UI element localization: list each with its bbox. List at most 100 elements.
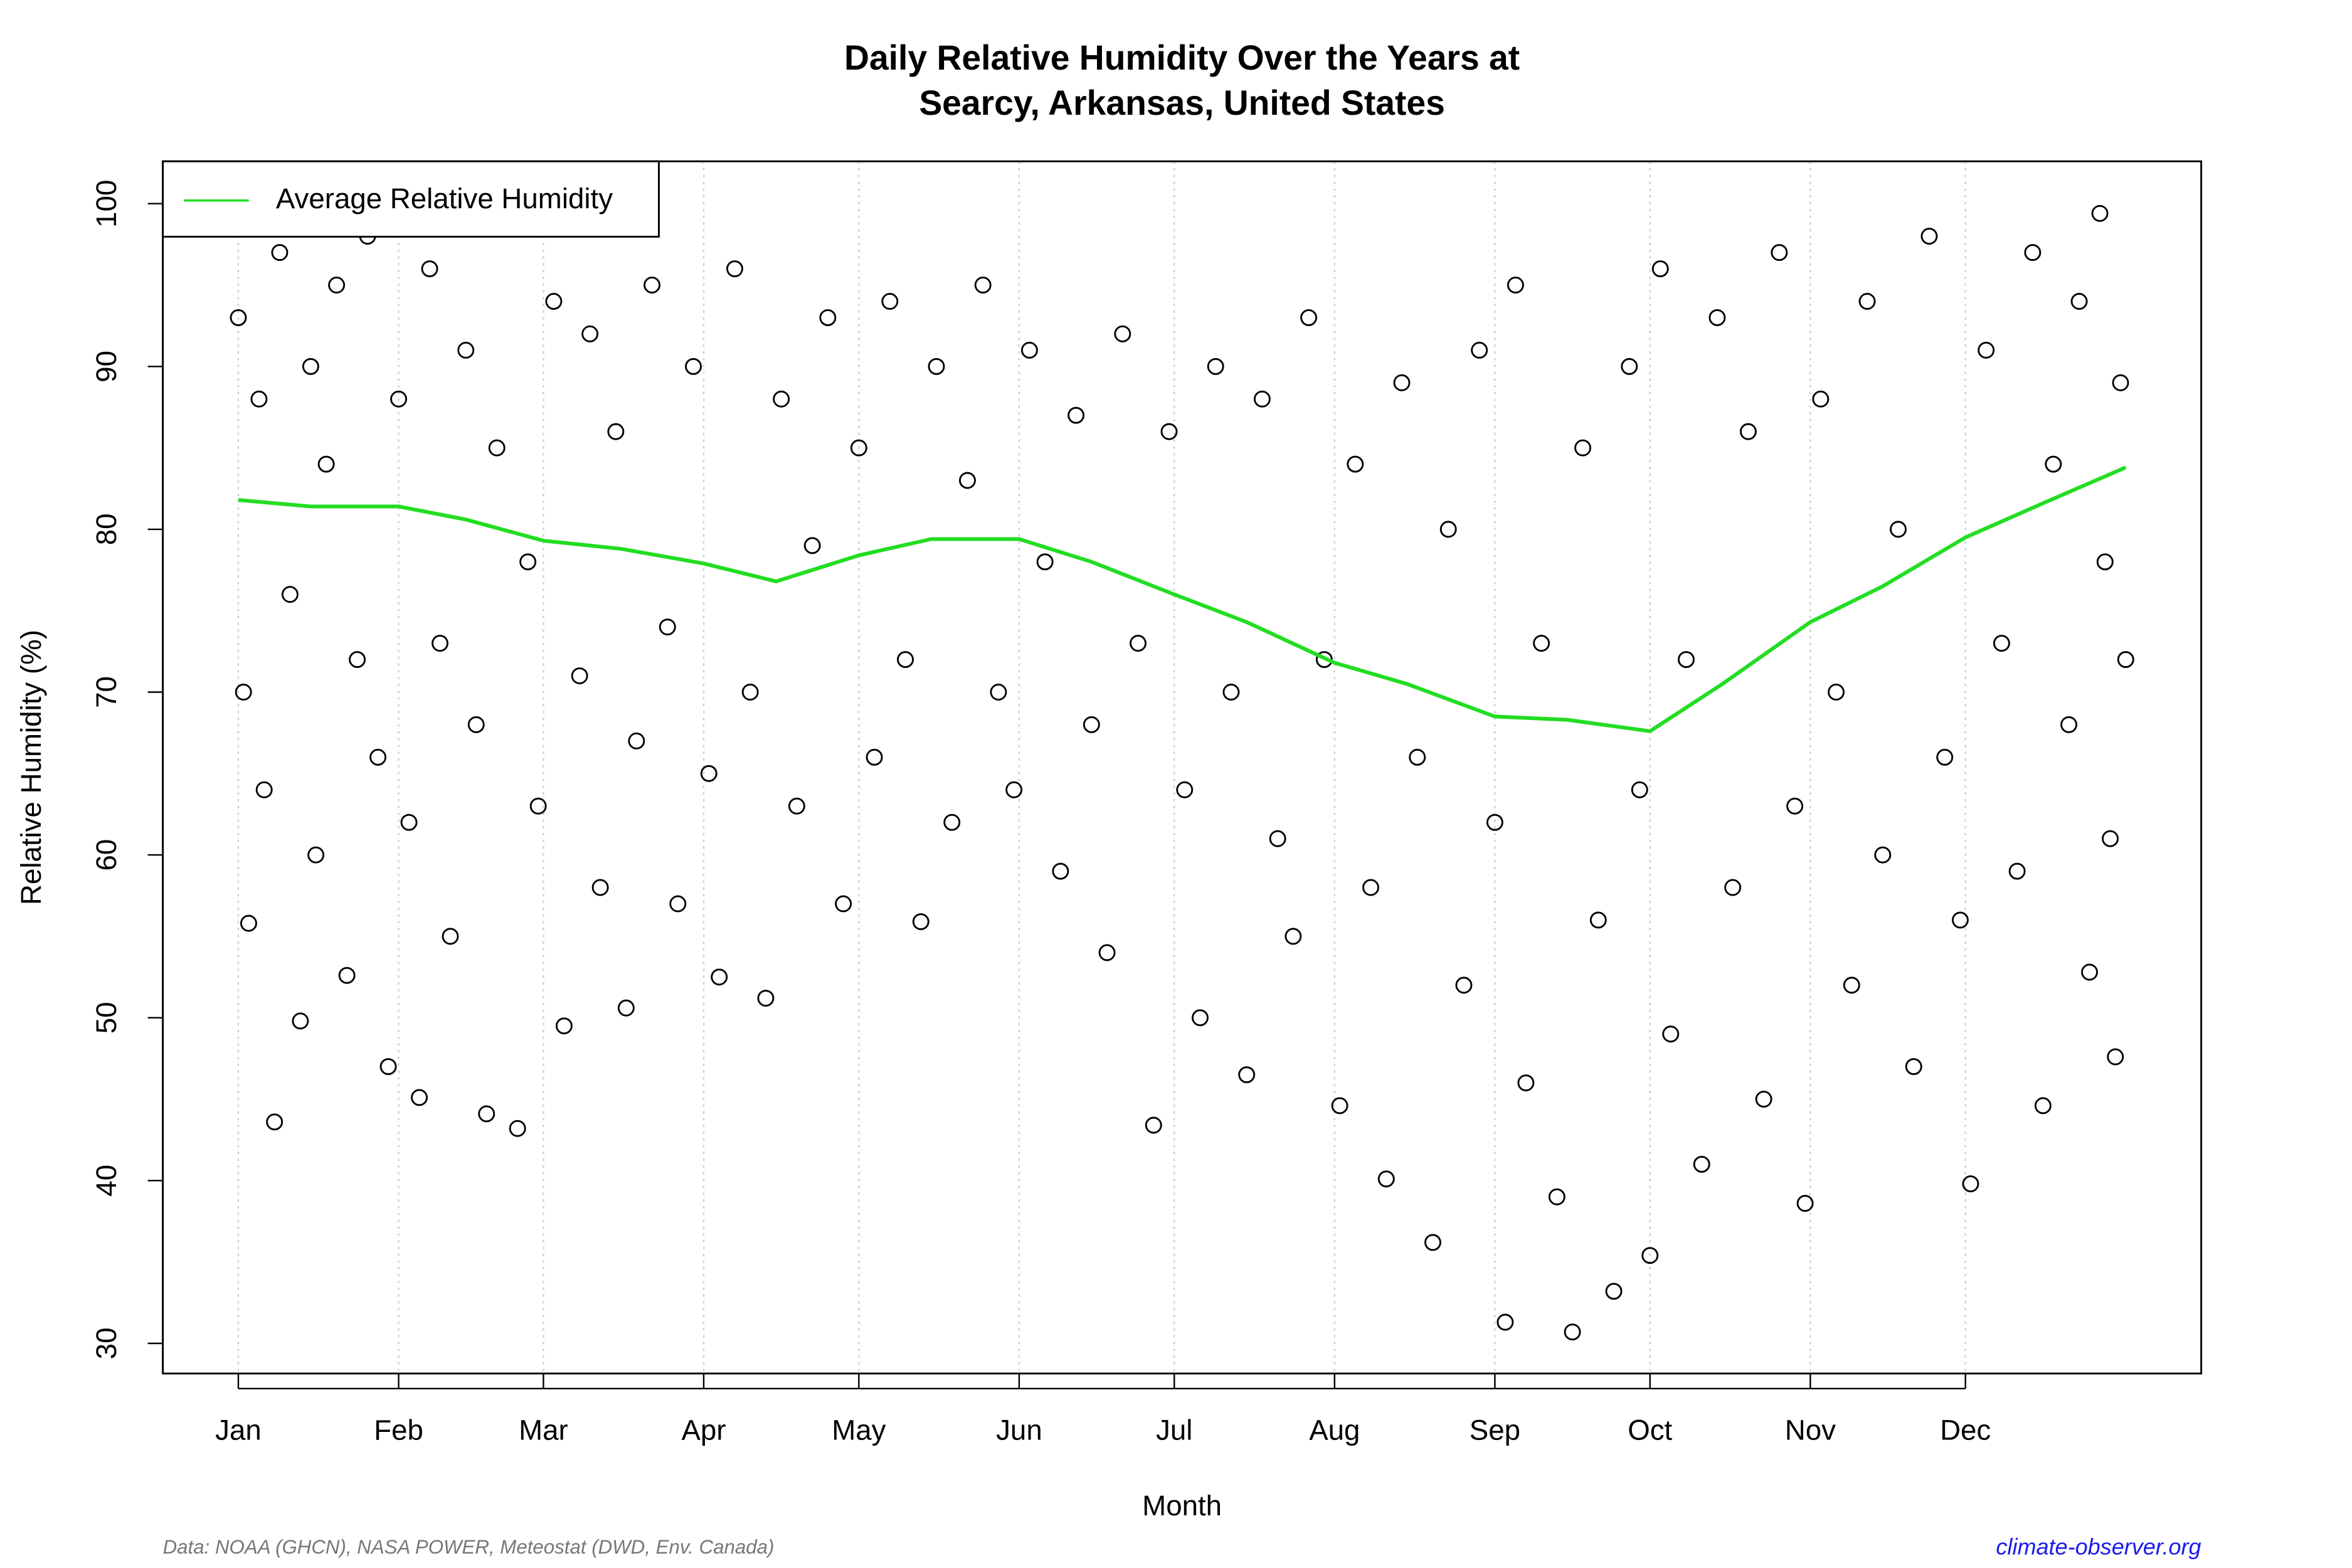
data-point [421, 260, 438, 278]
data-point [2008, 862, 2026, 880]
data-point [519, 553, 537, 571]
data-point [1693, 1155, 1710, 1173]
data-point [990, 684, 1007, 701]
data-point [659, 618, 676, 636]
site-credit[interactable]: climate-observer.org [1996, 1534, 2201, 1559]
data-point [1962, 1175, 1979, 1192]
data-point [369, 748, 387, 766]
y-axis-label: Relative Humidity (%) [15, 630, 47, 905]
data-point [1843, 977, 1860, 994]
data-point [1083, 716, 1100, 733]
data-point [281, 586, 299, 603]
data-point [1253, 390, 1271, 408]
data-point [255, 781, 273, 798]
data-point [1605, 1283, 1623, 1300]
data-point [1993, 635, 2010, 652]
data-point [2107, 1048, 2124, 1066]
y-tick-label: 60 [90, 839, 122, 871]
data-point [307, 846, 325, 864]
x-tick-label: Apr [681, 1414, 726, 1446]
data-point [571, 667, 588, 684]
y-tick-label: 100 [90, 180, 122, 228]
data-point [1439, 521, 1457, 538]
average-line [238, 465, 2127, 733]
data-point [1130, 635, 1147, 652]
data-point [1362, 879, 1380, 896]
chart-title: Searcy, Arkansas, United States [919, 83, 1445, 122]
data-point [628, 732, 645, 750]
data-point [1621, 358, 1638, 375]
data-point [617, 999, 635, 1017]
data-point [1936, 748, 1954, 766]
data-point [644, 277, 661, 294]
data-point [1786, 797, 1804, 815]
data-point [1005, 781, 1023, 798]
data-point [250, 390, 268, 408]
data-point [1192, 1009, 1209, 1027]
data-point [349, 651, 366, 669]
x-tick-label: May [832, 1414, 886, 1446]
data-point [478, 1105, 495, 1123]
x-tick-label: Jun [996, 1414, 1042, 1446]
chart-title: Daily Relative Humidity Over the Years a… [844, 38, 1520, 77]
data-point [1300, 309, 1318, 326]
data-point [1455, 977, 1473, 994]
data-point [328, 277, 346, 294]
data-point [803, 537, 821, 554]
data-point [943, 813, 961, 831]
data-point [509, 1120, 526, 1137]
data-point [591, 879, 609, 896]
data-point [1724, 879, 1742, 896]
data-point [912, 913, 930, 930]
data-point [2091, 204, 2109, 222]
data-point [1951, 911, 1969, 929]
data-point [1331, 1097, 1348, 1115]
data-point [835, 895, 852, 913]
data-point [271, 244, 289, 262]
data-point [1651, 260, 1669, 278]
data-point [457, 341, 475, 359]
data-point [317, 455, 335, 473]
data-point [1858, 293, 1876, 310]
data-point [2024, 244, 2042, 262]
data-point [1036, 553, 1054, 571]
data-point [669, 895, 687, 913]
data-point [866, 748, 883, 766]
x-tick-label: Jan [215, 1414, 262, 1446]
x-tick-label: Nov [1785, 1414, 1836, 1446]
data-point [2102, 830, 2119, 847]
data-point [1424, 1234, 1441, 1251]
x-tick-label: Feb [374, 1414, 423, 1446]
x-tick-label: Dec [1940, 1414, 1991, 1446]
data-point [432, 635, 448, 652]
data-point [240, 914, 257, 932]
data-point [1098, 944, 1116, 961]
data-point [1771, 244, 1788, 262]
data-point [1890, 521, 1907, 538]
data-point [1548, 1188, 1565, 1205]
data-point [741, 684, 759, 701]
x-tick-label: Aug [1309, 1414, 1360, 1446]
data-point [700, 765, 718, 782]
data-point [726, 260, 743, 278]
data-point [230, 309, 247, 326]
data-point [1238, 1066, 1256, 1084]
y-tick-label: 80 [90, 514, 122, 546]
data-point [1905, 1058, 1922, 1076]
data-point [928, 358, 945, 375]
data-point [1517, 1074, 1535, 1091]
data-point [390, 390, 408, 408]
data-point [1393, 374, 1411, 391]
x-tick-label: Mar [519, 1414, 568, 1446]
data-point [850, 439, 867, 457]
data-point [581, 325, 599, 342]
data-point [1471, 341, 1488, 359]
data-point [1920, 228, 1938, 245]
data-point [1589, 911, 1607, 929]
data-point [442, 928, 459, 945]
data-point [1496, 1313, 1514, 1331]
data-point [788, 797, 805, 815]
